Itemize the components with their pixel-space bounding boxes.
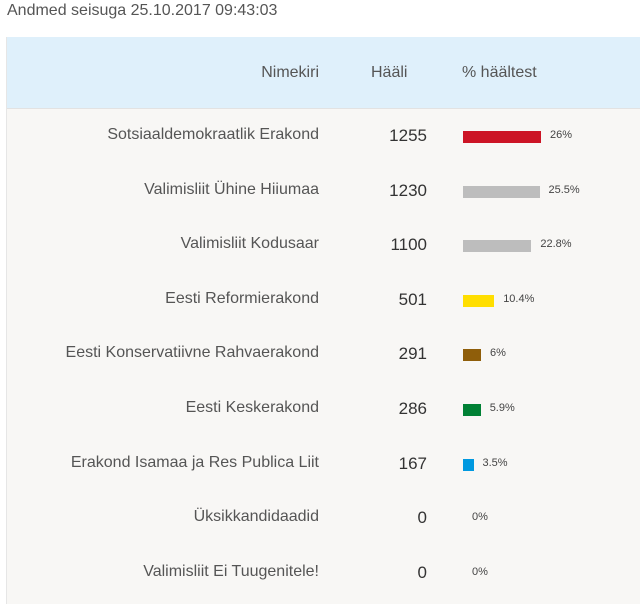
percent-bar bbox=[463, 458, 474, 471]
table-row: Valimisliit Kodusaar 1100 22.8% bbox=[7, 218, 640, 273]
table-row: Üksikkandidaadid 0 0% bbox=[7, 491, 640, 546]
data-timestamp: Andmed seisuga 25.10.2017 09:43:03 bbox=[7, 2, 278, 19]
party-name: Eesti Keskerakond bbox=[185, 398, 319, 416]
percent-label: 26% bbox=[550, 129, 573, 141]
percent-label: 5.9% bbox=[489, 401, 515, 414]
results-table: Nimekiri Hääli % häältest Sotsiaaldemokr… bbox=[6, 37, 640, 604]
vote-count: 1230 bbox=[389, 180, 427, 200]
percent-label: 25.5% bbox=[548, 183, 580, 196]
party-name: Sotsiaaldemokraatlik Erakond bbox=[107, 126, 319, 143]
vote-count: 0 bbox=[417, 508, 427, 528]
percent-bar bbox=[463, 131, 541, 143]
table-row: Eesti Keskerakond 286 5.9% bbox=[7, 382, 640, 437]
percent-bar bbox=[463, 403, 481, 416]
party-name: Valimisliit Ei Tuugenitele! bbox=[143, 562, 319, 580]
vote-count: 167 bbox=[398, 453, 427, 473]
party-name: Valimisliit Kodusaar bbox=[180, 235, 319, 253]
table-row: Valimisliit Ei Tuugenitele! 0 0% bbox=[7, 546, 640, 601]
percent-label: 10.4% bbox=[503, 292, 535, 305]
header-votes: Hääli bbox=[371, 64, 408, 81]
table-row: Erakond Isamaa ja Res Publica Liit 167 3.5… bbox=[7, 437, 640, 492]
table-row: Sotsiaaldemokraatlik Erakond 1255 26% bbox=[7, 109, 640, 164]
vote-count: 1100 bbox=[390, 235, 427, 255]
percent-label: 3.5% bbox=[482, 456, 508, 469]
table-row: Eesti Reformierakond 501 10.4% bbox=[7, 273, 640, 328]
vote-count: 291 bbox=[398, 344, 427, 364]
percent-label: 22.8% bbox=[540, 238, 572, 251]
vote-count: 501 bbox=[398, 289, 427, 309]
percent-label: 0% bbox=[472, 511, 488, 524]
party-name: Erakond Isamaa ja Res Publica Liit bbox=[70, 453, 319, 471]
header-percent: % häältest bbox=[462, 64, 537, 81]
party-name: Eesti Konservatiivne Rahvaerakond bbox=[65, 344, 319, 362]
percent-bar bbox=[463, 349, 481, 362]
party-name: Valimisliit Ühine Hiiumaa bbox=[144, 180, 319, 198]
table-row: Valimisliit Ühine Hiiumaa 1230 25.5% bbox=[7, 164, 640, 219]
percent-label: 0% bbox=[472, 565, 488, 578]
party-name: Üksikkandidaadid bbox=[193, 508, 319, 526]
vote-count: 1255 bbox=[389, 126, 427, 145]
vote-count: 0 bbox=[417, 562, 427, 582]
percent-bar bbox=[463, 294, 495, 307]
table-row: Eesti Konservatiivne Rahvaerakond 291 6% bbox=[7, 327, 640, 382]
table-body: Sotsiaaldemokraatlik Erakond 1255 26% Valim… bbox=[7, 109, 640, 600]
header-list-name: Nimekiri bbox=[261, 64, 319, 81]
vote-count: 286 bbox=[398, 398, 427, 418]
percent-bar bbox=[463, 240, 532, 253]
percent-label: 6% bbox=[490, 347, 506, 360]
party-name: Eesti Reformierakond bbox=[165, 289, 319, 307]
table-header: Nimekiri Hääli % häältest bbox=[7, 37, 640, 109]
percent-bar bbox=[463, 185, 540, 198]
